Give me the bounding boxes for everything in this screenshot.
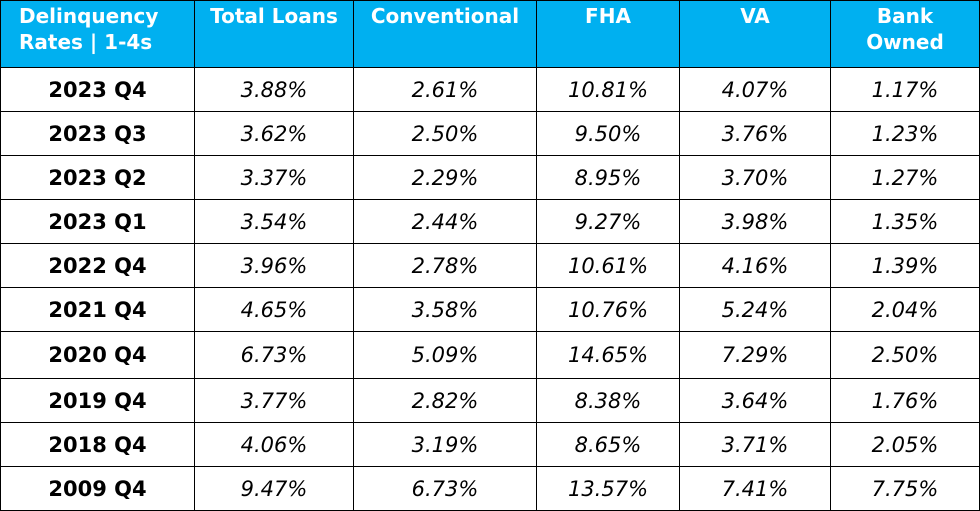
fha-cell: 8.65% <box>536 422 680 467</box>
period-cell: 2023 Q1 <box>0 199 195 244</box>
header-total-loans: Total Loans <box>194 0 354 68</box>
va-cell: 4.16% <box>679 243 831 288</box>
fha-cell: 8.38% <box>536 378 680 423</box>
table-row: 2021 Q4 4.65% 3.58% 10.76% 5.24% 2.04% <box>0 287 980 332</box>
header-line: Rates | 1-4s <box>19 30 153 54</box>
table-row: 2023 Q3 3.62% 2.50% 9.50% 3.76% 1.23% <box>0 111 980 156</box>
header-fha: FHA <box>536 0 680 68</box>
period-cell: 2009 Q4 <box>0 466 195 511</box>
total-loans-cell: 9.47% <box>194 466 354 511</box>
bank-owned-cell: 1.76% <box>830 378 980 423</box>
total-loans-cell: 3.54% <box>194 199 354 244</box>
fha-cell: 9.50% <box>536 111 680 156</box>
va-cell: 7.29% <box>679 331 831 379</box>
conventional-cell: 3.19% <box>353 422 537 467</box>
period-cell: 2023 Q4 <box>0 67 195 112</box>
period-cell: 2023 Q2 <box>0 155 195 200</box>
total-loans-cell: 3.62% <box>194 111 354 156</box>
bank-owned-cell: 2.04% <box>830 287 980 332</box>
va-cell: 3.64% <box>679 378 831 423</box>
header-bank-owned: Bank Owned <box>830 0 980 68</box>
table-row: 2023 Q4 3.88% 2.61% 10.81% 4.07% 1.17% <box>0 67 980 112</box>
period-cell: 2020 Q4 <box>0 331 195 379</box>
bank-owned-cell: 2.05% <box>830 422 980 467</box>
conventional-cell: 2.44% <box>353 199 537 244</box>
header-line: Owned <box>866 30 944 54</box>
table-row: 2020 Q4 6.73% 5.09% 14.65% 7.29% 2.50% <box>0 331 980 379</box>
conventional-cell: 5.09% <box>353 331 537 379</box>
bank-owned-cell: 1.27% <box>830 155 980 200</box>
va-cell: 4.07% <box>679 67 831 112</box>
fha-cell: 14.65% <box>536 331 680 379</box>
header-line: Bank <box>876 4 934 28</box>
bank-owned-cell: 7.75% <box>830 466 980 511</box>
total-loans-cell: 6.73% <box>194 331 354 379</box>
header-line: Total Loans <box>210 4 338 28</box>
header-line: VA <box>740 4 770 28</box>
fha-cell: 10.61% <box>536 243 680 288</box>
bank-owned-cell: 1.23% <box>830 111 980 156</box>
fha-cell: 13.57% <box>536 466 680 511</box>
fha-cell: 9.27% <box>536 199 680 244</box>
table-row: 2018 Q4 4.06% 3.19% 8.65% 3.71% 2.05% <box>0 422 980 467</box>
total-loans-cell: 3.37% <box>194 155 354 200</box>
bank-owned-cell: 1.39% <box>830 243 980 288</box>
period-cell: 2019 Q4 <box>0 378 195 423</box>
conventional-cell: 3.58% <box>353 287 537 332</box>
total-loans-cell: 3.77% <box>194 378 354 423</box>
period-cell: 2021 Q4 <box>0 287 195 332</box>
header-va: VA <box>679 0 831 68</box>
total-loans-cell: 3.96% <box>194 243 354 288</box>
period-cell: 2022 Q4 <box>0 243 195 288</box>
period-cell: 2023 Q3 <box>0 111 195 156</box>
va-cell: 3.70% <box>679 155 831 200</box>
header-delinquency-rates: Delinquency Rates | 1-4s <box>0 0 195 68</box>
conventional-cell: 2.82% <box>353 378 537 423</box>
conventional-cell: 2.78% <box>353 243 537 288</box>
va-cell: 7.41% <box>679 466 831 511</box>
table-header: Delinquency Rates | 1-4s Total Loans Conven… <box>0 0 980 68</box>
fha-cell: 8.95% <box>536 155 680 200</box>
table-body: 2023 Q4 3.88% 2.61% 10.81% 4.07% 1.17% 2023 Q3… <box>0 67 980 511</box>
header-line: Delinquency <box>19 4 159 28</box>
conventional-cell: 2.29% <box>353 155 537 200</box>
total-loans-cell: 3.88% <box>194 67 354 112</box>
period-cell: 2018 Q4 <box>0 422 195 467</box>
conventional-cell: 2.61% <box>353 67 537 112</box>
bank-owned-cell: 2.50% <box>830 331 980 379</box>
va-cell: 3.76% <box>679 111 831 156</box>
header-line: Conventional <box>370 4 520 28</box>
va-cell: 3.71% <box>679 422 831 467</box>
fha-cell: 10.81% <box>536 67 680 112</box>
header-line: FHA <box>585 4 631 28</box>
table-row: 2009 Q4 9.47% 6.73% 13.57% 7.41% 7.75% <box>0 466 980 511</box>
header-conventional: Conventional <box>353 0 537 68</box>
total-loans-cell: 4.65% <box>194 287 354 332</box>
fha-cell: 10.76% <box>536 287 680 332</box>
table-row: 2023 Q2 3.37% 2.29% 8.95% 3.70% 1.27% <box>0 155 980 200</box>
bank-owned-cell: 1.35% <box>830 199 980 244</box>
table-row: 2023 Q1 3.54% 2.44% 9.27% 3.98% 1.35% <box>0 199 980 244</box>
table-row: 2022 Q4 3.96% 2.78% 10.61% 4.16% 1.39% <box>0 243 980 288</box>
va-cell: 5.24% <box>679 287 831 332</box>
table-row: 2019 Q4 3.77% 2.82% 8.38% 3.64% 1.76% <box>0 378 980 423</box>
bank-owned-cell: 1.17% <box>830 67 980 112</box>
conventional-cell: 2.50% <box>353 111 537 156</box>
va-cell: 3.98% <box>679 199 831 244</box>
conventional-cell: 6.73% <box>353 466 537 511</box>
total-loans-cell: 4.06% <box>194 422 354 467</box>
header-row: Delinquency Rates | 1-4s Total Loans Conven… <box>0 0 980 68</box>
